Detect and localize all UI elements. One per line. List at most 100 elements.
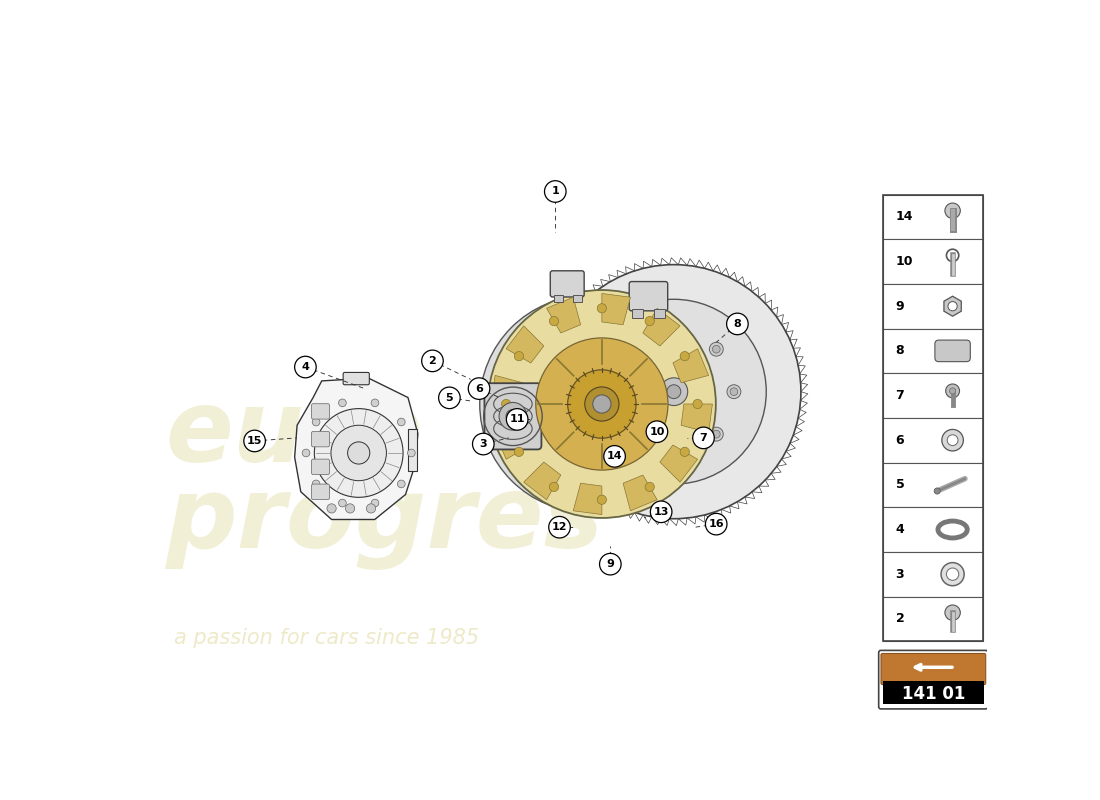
Circle shape [371, 399, 378, 406]
Text: 5: 5 [446, 393, 453, 403]
Text: 3: 3 [895, 568, 904, 581]
Bar [408, 430, 417, 471]
Circle shape [397, 480, 405, 488]
Bar [883, 329, 983, 373]
Bar [632, 309, 644, 318]
Text: 2: 2 [429, 356, 437, 366]
Circle shape [730, 388, 738, 395]
Circle shape [713, 430, 721, 438]
Polygon shape [681, 404, 713, 433]
Text: 6: 6 [475, 384, 483, 394]
Circle shape [312, 418, 320, 426]
Circle shape [693, 427, 714, 449]
Bar [883, 284, 983, 329]
Circle shape [949, 388, 956, 394]
Circle shape [407, 449, 415, 457]
Text: 14: 14 [607, 451, 623, 462]
Text: 11: 11 [509, 414, 525, 424]
Circle shape [945, 203, 960, 218]
Polygon shape [295, 378, 418, 519]
Circle shape [549, 482, 559, 491]
Polygon shape [660, 445, 697, 482]
Circle shape [609, 388, 618, 395]
Polygon shape [524, 462, 561, 500]
Bar [573, 294, 582, 302]
Circle shape [710, 427, 724, 441]
Circle shape [549, 517, 570, 538]
Bar [554, 294, 563, 302]
Polygon shape [573, 483, 602, 514]
FancyBboxPatch shape [881, 654, 986, 685]
Circle shape [667, 325, 681, 338]
FancyBboxPatch shape [879, 650, 988, 709]
Text: 141 01: 141 01 [902, 685, 965, 702]
Circle shape [515, 447, 524, 457]
Text: 12: 12 [552, 522, 568, 532]
Circle shape [536, 338, 668, 470]
Circle shape [627, 346, 635, 353]
FancyBboxPatch shape [311, 431, 329, 447]
Circle shape [480, 296, 696, 512]
Text: 16: 16 [708, 519, 724, 529]
Circle shape [727, 313, 748, 334]
FancyBboxPatch shape [629, 282, 668, 311]
Circle shape [604, 446, 626, 467]
Text: 8: 8 [895, 344, 904, 358]
Bar [883, 462, 983, 507]
Circle shape [295, 356, 316, 378]
FancyBboxPatch shape [343, 373, 370, 385]
Text: a passion for cars since 1985: a passion for cars since 1985 [174, 628, 480, 648]
Text: 14: 14 [895, 210, 913, 223]
Circle shape [312, 480, 320, 488]
Text: 8: 8 [734, 319, 741, 329]
Circle shape [499, 402, 527, 430]
Circle shape [947, 434, 958, 446]
Bar [882, 681, 984, 705]
Polygon shape [602, 294, 630, 325]
Circle shape [645, 482, 654, 491]
Text: 5: 5 [895, 478, 904, 491]
Circle shape [934, 488, 940, 494]
Circle shape [942, 430, 964, 451]
Circle shape [506, 409, 528, 430]
Text: 4: 4 [301, 362, 309, 372]
Polygon shape [944, 296, 961, 316]
FancyBboxPatch shape [935, 340, 970, 362]
Circle shape [315, 409, 403, 498]
Text: 3: 3 [480, 439, 487, 449]
Text: 6: 6 [895, 434, 904, 446]
Circle shape [713, 346, 721, 353]
Polygon shape [642, 308, 680, 346]
Text: 1: 1 [551, 186, 559, 197]
Bar [883, 239, 983, 284]
Circle shape [693, 399, 702, 409]
Circle shape [345, 504, 354, 513]
Circle shape [667, 385, 681, 398]
Circle shape [327, 504, 337, 513]
Circle shape [597, 495, 606, 504]
Circle shape [302, 449, 310, 457]
Polygon shape [673, 349, 708, 382]
Text: 7: 7 [700, 433, 707, 443]
Circle shape [625, 342, 638, 356]
Bar [653, 309, 664, 318]
Circle shape [515, 351, 524, 361]
Text: 4: 4 [895, 523, 904, 536]
Circle shape [582, 299, 767, 484]
Circle shape [547, 265, 801, 518]
Circle shape [339, 499, 346, 507]
Circle shape [371, 499, 378, 507]
Bar [883, 597, 983, 641]
Circle shape [649, 367, 698, 416]
Bar [883, 194, 983, 641]
Polygon shape [623, 475, 657, 510]
Bar [883, 418, 983, 462]
Circle shape [660, 378, 688, 406]
Circle shape [506, 410, 520, 423]
Circle shape [946, 384, 959, 398]
Circle shape [625, 427, 638, 441]
Bar [883, 507, 983, 552]
Circle shape [549, 317, 559, 326]
FancyBboxPatch shape [311, 459, 329, 474]
Circle shape [473, 434, 494, 455]
